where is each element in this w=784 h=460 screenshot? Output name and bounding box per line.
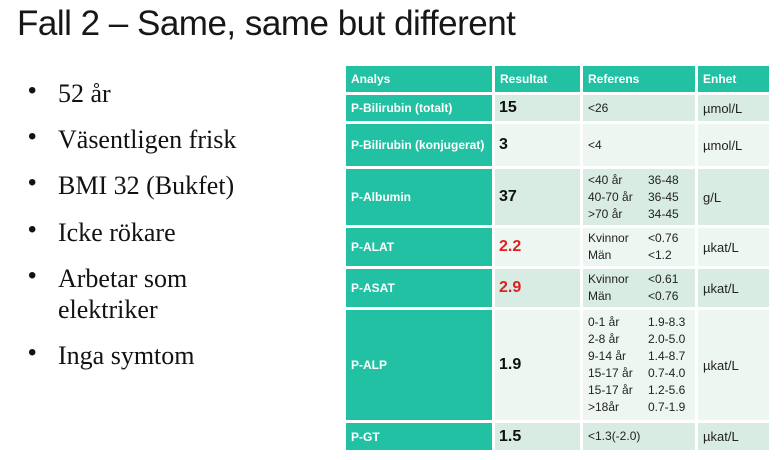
- table-row-bilirubin-totalt: P-Bilirubin (totalt) 15 <26 µmol/L: [346, 95, 769, 121]
- analysis-name: P-ASAT: [346, 269, 492, 307]
- bullet-item-age: 52 år: [22, 77, 288, 109]
- patient-bullet-list: 52 år Väsentligen frisk BMI 32 (Bukfet) …: [22, 77, 322, 386]
- reference-range: <40 år 36-48 40-70 år 36-45 >70 år 34-45: [583, 169, 695, 225]
- reference-range: 0-1 år 1.9-8.3 2-8 år 2.0-5.0 9-14 år 1.4-8…: [583, 310, 695, 420]
- column-header-referens: Referens: [583, 66, 695, 92]
- bullet-item-symptoms: Inga symtom: [22, 339, 288, 371]
- unit-label: µkat/L: [698, 228, 769, 266]
- table-row-alp: P-ALP 1.9 0-1 år 1.9-8.3 2-8 år 2.0-5.0 9-…: [346, 310, 769, 420]
- reference-range: Kvinnor <0.76 Män <1.2: [583, 228, 695, 266]
- unit-label: µkat/L: [698, 423, 769, 450]
- result-value: 15: [495, 95, 580, 121]
- reference-range: <1.3(-2.0): [583, 423, 695, 450]
- reference-text: <26: [588, 100, 609, 115]
- analysis-name: P-Albumin: [346, 169, 492, 225]
- analysis-name: P-Bilirubin (konjugerat): [346, 124, 492, 166]
- reference-text: <4: [588, 137, 602, 152]
- unit-label: µmol/L: [698, 95, 769, 121]
- result-value: 1.5: [495, 423, 580, 450]
- column-header-analys: Analys: [346, 66, 492, 92]
- analysis-name: P-ALP: [346, 310, 492, 420]
- result-value: 1.9: [495, 310, 580, 420]
- unit-label: µkat/L: [698, 269, 769, 307]
- column-header-resultat: Resultat: [495, 66, 580, 92]
- unit-label: µkat/L: [698, 310, 769, 420]
- unit-label: g/L: [698, 169, 769, 225]
- bullet-item-health: Väsentligen frisk: [22, 123, 288, 155]
- result-value-abnormal: 2.9: [495, 269, 580, 307]
- reference-range: <4: [583, 124, 695, 166]
- table-row-alat: P-ALAT 2.2 Kvinnor <0.76 Män <1.2 µkat/L: [346, 228, 769, 266]
- table-row-gt: P-GT 1.5 <1.3(-2.0) µkat/L: [346, 423, 769, 450]
- slide-title: Fall 2 – Same, same but different: [17, 4, 516, 43]
- result-value: 3: [495, 124, 580, 166]
- reference-range: <26: [583, 95, 695, 121]
- bullet-item-smoking: Icke rökare: [22, 216, 288, 248]
- table-header-row: Analys Resultat Referens Enhet: [346, 66, 769, 92]
- unit-label: µmol/L: [698, 124, 769, 166]
- result-value-abnormal: 2.2: [495, 228, 580, 266]
- lab-results-table: Analys Resultat Referens Enhet P-Bilirub…: [343, 63, 772, 453]
- bullet-item-occupation: Arbetar som elektriker: [22, 262, 288, 325]
- column-header-enhet: Enhet: [698, 66, 769, 92]
- analysis-name: P-ALAT: [346, 228, 492, 266]
- analysis-name: P-GT: [346, 423, 492, 450]
- analysis-name: P-Bilirubin (totalt): [346, 95, 492, 121]
- table-row-albumin: P-Albumin 37 <40 år 36-48 40-70 år 36-45 >…: [346, 169, 769, 225]
- table-row-asat: P-ASAT 2.9 Kvinnor <0.61 Män <0.76 µkat/L: [346, 269, 769, 307]
- table-row-bilirubin-konjugerat: P-Bilirubin (konjugerat) 3 <4 µmol/L: [346, 124, 769, 166]
- bullet-item-bmi: BMI 32 (Bukfet): [22, 169, 288, 201]
- result-value: 37: [495, 169, 580, 225]
- reference-range: Kvinnor <0.61 Män <0.76: [583, 269, 695, 307]
